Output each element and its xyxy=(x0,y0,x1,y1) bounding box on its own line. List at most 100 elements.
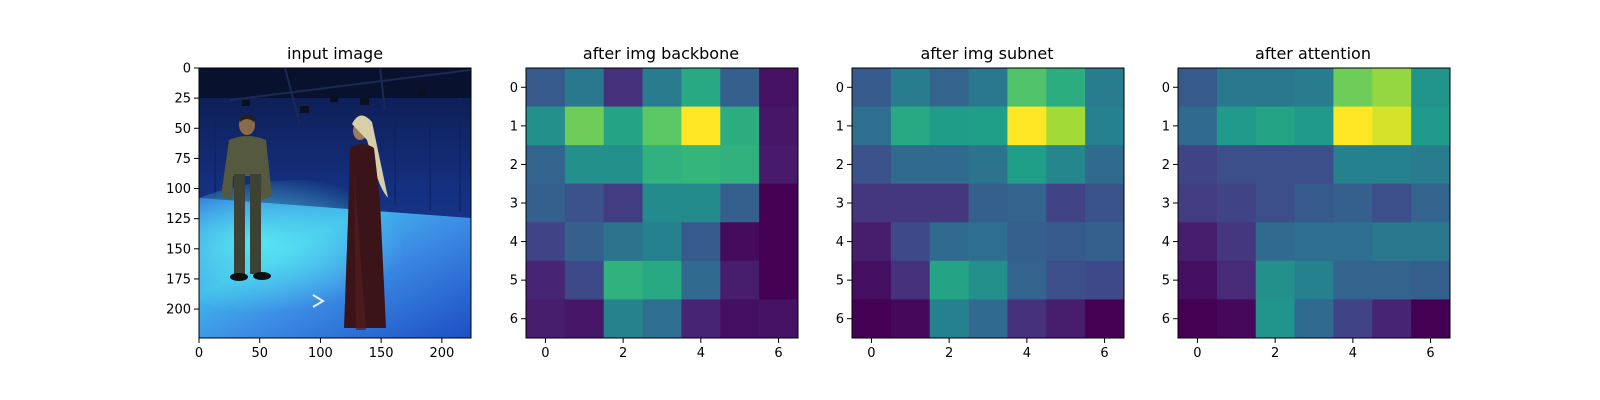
heatmap-cell xyxy=(890,68,931,107)
heatmap-cell xyxy=(852,260,892,300)
axis-ticks: 0 2 4 6 0 1 2 3 4 5 6 xyxy=(1162,81,1435,361)
heatmap-cell xyxy=(1333,222,1373,262)
heatmap-cell xyxy=(1216,299,1257,339)
heatmap-cell xyxy=(929,183,969,223)
heatmap-cell xyxy=(759,68,799,107)
y-tick-label: 0 xyxy=(836,81,844,96)
heatmap-cell xyxy=(1046,299,1086,339)
heatmap-cell xyxy=(526,106,566,146)
panel-title: after img subnet xyxy=(920,44,1053,63)
heatmap-cell xyxy=(968,222,1008,262)
heatmap-cell xyxy=(603,183,643,223)
heatmap-cell xyxy=(720,222,760,262)
heatmap-cell xyxy=(1333,106,1373,146)
x-tick-label: 4 xyxy=(697,346,705,361)
input-photo xyxy=(199,68,471,338)
heatmap-cell xyxy=(603,222,643,262)
heatmap-cell xyxy=(1216,68,1257,107)
heatmap-cell xyxy=(564,299,605,339)
heatmap-cell xyxy=(681,68,721,107)
heatmap-cell xyxy=(1372,222,1412,262)
heatmap-cell xyxy=(642,222,682,262)
heatmap-cell xyxy=(1007,68,1047,107)
y-tick-label: 5 xyxy=(836,274,844,289)
heatmap-cell xyxy=(1294,68,1334,107)
heatmap-cell xyxy=(1007,183,1047,223)
heatmap-cell xyxy=(890,106,931,146)
heatmap-cell xyxy=(642,183,682,223)
heatmap-cell xyxy=(852,68,892,107)
heatmap-cell xyxy=(681,222,721,262)
heatmap-cell xyxy=(1411,106,1451,146)
heatmap-cell xyxy=(1085,106,1125,146)
heatmap-cell xyxy=(564,260,605,300)
y-tick-label: 1 xyxy=(836,119,844,134)
heatmap-cell xyxy=(642,68,682,107)
heatmap-cell xyxy=(1255,260,1295,300)
heatmap-cell xyxy=(1294,222,1334,262)
heatmap-cell xyxy=(720,299,760,339)
y-tick-label: 100 xyxy=(166,182,191,197)
heatmap-cells xyxy=(1178,68,1451,339)
heatmap-cell xyxy=(1216,183,1257,223)
y-tick-label: 5 xyxy=(1162,274,1170,289)
heatmap-cell xyxy=(1085,299,1125,339)
y-tick-label: 75 xyxy=(174,152,191,167)
heatmap-cell xyxy=(720,106,760,146)
heatmap-cell xyxy=(852,299,892,339)
heatmap-cell xyxy=(681,183,721,223)
heatmap-cell xyxy=(968,183,1008,223)
heatmap-cell xyxy=(852,222,892,262)
y-tick-label: 5 xyxy=(510,274,518,289)
heatmap-cell xyxy=(642,106,682,146)
heatmap-cell xyxy=(564,106,605,146)
x-tick-label: 50 xyxy=(251,346,268,361)
heatmap-cell xyxy=(720,183,760,223)
heatmap-cell xyxy=(526,183,566,223)
panel-title: after attention xyxy=(1255,44,1371,63)
x-tick-label: 0 xyxy=(195,346,203,361)
x-tick-label: 6 xyxy=(1100,346,1108,361)
heatmap-cell xyxy=(603,260,643,300)
heatmap-cell xyxy=(1372,106,1412,146)
x-tick-label: 2 xyxy=(945,346,953,361)
panel-after-img-subnet: after img subnet 0 2 4 6 0 1 2 3 4 5 6 xyxy=(836,44,1125,361)
panel-input-image: input image xyxy=(166,44,472,361)
heatmap-cell xyxy=(1046,260,1086,300)
panel-title: after img backbone xyxy=(583,44,739,63)
heatmap-cell xyxy=(1255,299,1295,339)
x-tick-label: 0 xyxy=(867,346,875,361)
heatmap-cell xyxy=(603,106,643,146)
heatmap-cell xyxy=(1007,145,1047,185)
heatmap-cell xyxy=(1333,145,1373,185)
y-tick-label: 6 xyxy=(836,312,844,327)
heatmap-cell xyxy=(1411,145,1451,185)
heatmap-cell xyxy=(1007,260,1047,300)
heatmap-cell xyxy=(1372,68,1412,107)
heatmap-cell xyxy=(1333,68,1373,107)
x-tick-label: 4 xyxy=(1349,346,1357,361)
heatmap-cell xyxy=(642,299,682,339)
heatmap-cell xyxy=(642,260,682,300)
heatmap-cells xyxy=(852,68,1125,339)
heatmap-cell xyxy=(929,260,969,300)
y-tick-label: 1 xyxy=(510,119,518,134)
x-tick-label: 4 xyxy=(1023,346,1031,361)
heatmap-cell xyxy=(681,260,721,300)
heatmap-cell xyxy=(1294,106,1334,146)
heatmap-cell xyxy=(603,145,643,185)
person-man xyxy=(221,114,272,281)
y-tick-label: 4 xyxy=(1162,235,1170,250)
y-tick-label: 0 xyxy=(183,62,191,77)
heatmap-cell xyxy=(720,260,760,300)
y-tick-label: 3 xyxy=(1162,197,1170,212)
y-tick-label: 6 xyxy=(510,312,518,327)
y-tick-label: 4 xyxy=(836,235,844,250)
heatmap-cell xyxy=(526,260,566,300)
heatmap-cell xyxy=(1007,299,1047,339)
heatmap-cell xyxy=(564,145,605,185)
y-tick-label: 25 xyxy=(174,92,191,107)
x-tick-label: 0 xyxy=(1193,346,1201,361)
heatmap-cell xyxy=(1255,145,1295,185)
